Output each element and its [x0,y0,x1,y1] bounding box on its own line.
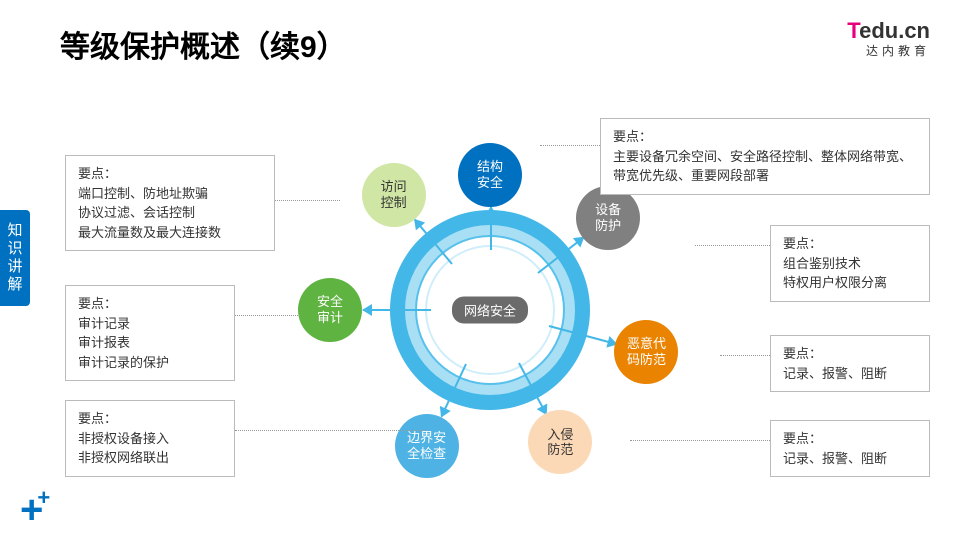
topic-node: 访问控制 [362,163,426,227]
logo-subtitle: 达内教育 [847,42,930,59]
topic-node: 边界安全检查 [395,414,459,478]
callout-box: 要点：记录、报警、阻断 [770,420,930,477]
connector-line [630,440,770,441]
page-title: 等级保护概述（续9） [60,22,347,66]
callout-box: 要点：组合鉴别技术特权用户权限分离 [770,225,930,302]
callout-line: 审计记录的保护 [78,353,222,373]
callout-line: 非授权网络联出 [78,448,222,468]
arrow [363,309,431,311]
logo-rest: edu.cn [859,18,930,43]
connector-line [235,315,300,316]
topic-node: 结构安全 [458,143,522,207]
callout-head: 要点： [78,409,222,429]
topic-node: 安全审计 [298,278,362,342]
brand-logo: Tedu.cn 达内教育 [847,18,930,59]
connector-line [695,245,770,246]
callout-line: 非授权设备接入 [78,429,222,449]
callout-head: 要点： [783,234,917,254]
topic-node: 设备防护 [576,186,640,250]
callout-line: 最大流量数及最大连接数 [78,223,262,243]
callout-box: 要点：端口控制、防地址欺骗协议过滤、会话控制最大流量数及最大连接数 [65,155,275,251]
callout-head: 要点： [783,429,917,449]
side-tab-knowledge: 知识讲解 [0,210,30,306]
callout-head: 要点： [78,294,222,314]
callout-head: 要点： [783,344,917,364]
connector-line [235,430,425,431]
connector-line [720,355,770,356]
callout-line: 审计报表 [78,333,222,353]
callout-line: 组合鉴别技术 [783,254,917,274]
center-node: 网络安全 [452,297,528,324]
callout-line: 主要设备冗余空间、安全路径控制、整体网络带宽、带宽优先级、重要网段部署 [613,147,917,186]
callout-line: 审计记录 [78,314,222,334]
callout-box: 要点：主要设备冗余空间、安全路径控制、整体网络带宽、带宽优先级、重要网段部署 [600,118,930,195]
topic-node: 入侵防范 [528,410,592,474]
topic-node: 恶意代码防范 [614,320,678,384]
connector-line [275,200,340,201]
plus-decoration-icon: ++ [20,498,56,522]
connector-line [540,145,600,146]
callout-box: 要点：非授权设备接入非授权网络联出 [65,400,235,477]
callout-line: 特权用户权限分离 [783,273,917,293]
callout-box: 要点：审计记录审计报表审计记录的保护 [65,285,235,381]
callout-box: 要点：记录、报警、阻断 [770,335,930,392]
callout-head: 要点： [78,164,262,184]
callout-line: 记录、报警、阻断 [783,364,917,384]
arrow [490,207,492,250]
callout-line: 记录、报警、阻断 [783,449,917,469]
callout-head: 要点： [613,127,917,147]
callout-line: 端口控制、防地址欺骗 [78,184,262,204]
callout-line: 协议过滤、会话控制 [78,203,262,223]
logo-t: T [847,18,859,43]
